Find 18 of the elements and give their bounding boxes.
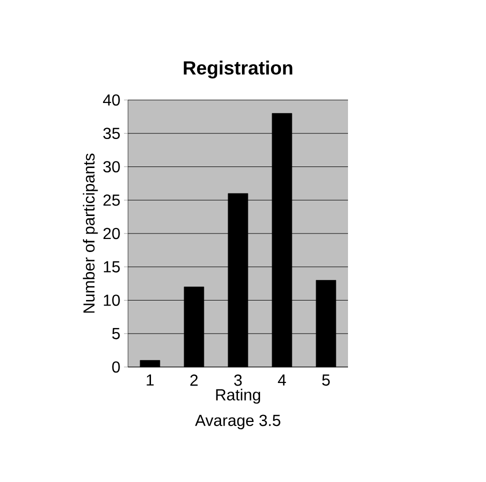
chart-title: Registration xyxy=(184,60,292,78)
y-axis-title: Number of participants xyxy=(82,154,98,313)
x-tick-label: 2 xyxy=(190,374,198,386)
y-tick-label: 30 xyxy=(103,161,120,172)
y-tick-label: 40 xyxy=(103,94,120,106)
y-tick-label: 20 xyxy=(103,228,120,240)
x-tick-label: 5 xyxy=(322,374,330,386)
x-axis-title: Rating xyxy=(216,388,260,404)
x-tick-label: 4 xyxy=(278,374,286,386)
y-tick-label: 15 xyxy=(104,261,120,272)
y-tick-label: 35 xyxy=(103,128,120,140)
y-tick-label: 10 xyxy=(104,294,120,306)
y-tick-label: 5 xyxy=(112,328,120,340)
y-tick-label: 25 xyxy=(103,194,120,206)
x-tick-label: 1 xyxy=(146,374,154,386)
y-tick-label: 0 xyxy=(112,361,120,373)
x-tick-label: 3 xyxy=(234,374,242,386)
text: Avarage 3.5 xyxy=(195,414,280,430)
